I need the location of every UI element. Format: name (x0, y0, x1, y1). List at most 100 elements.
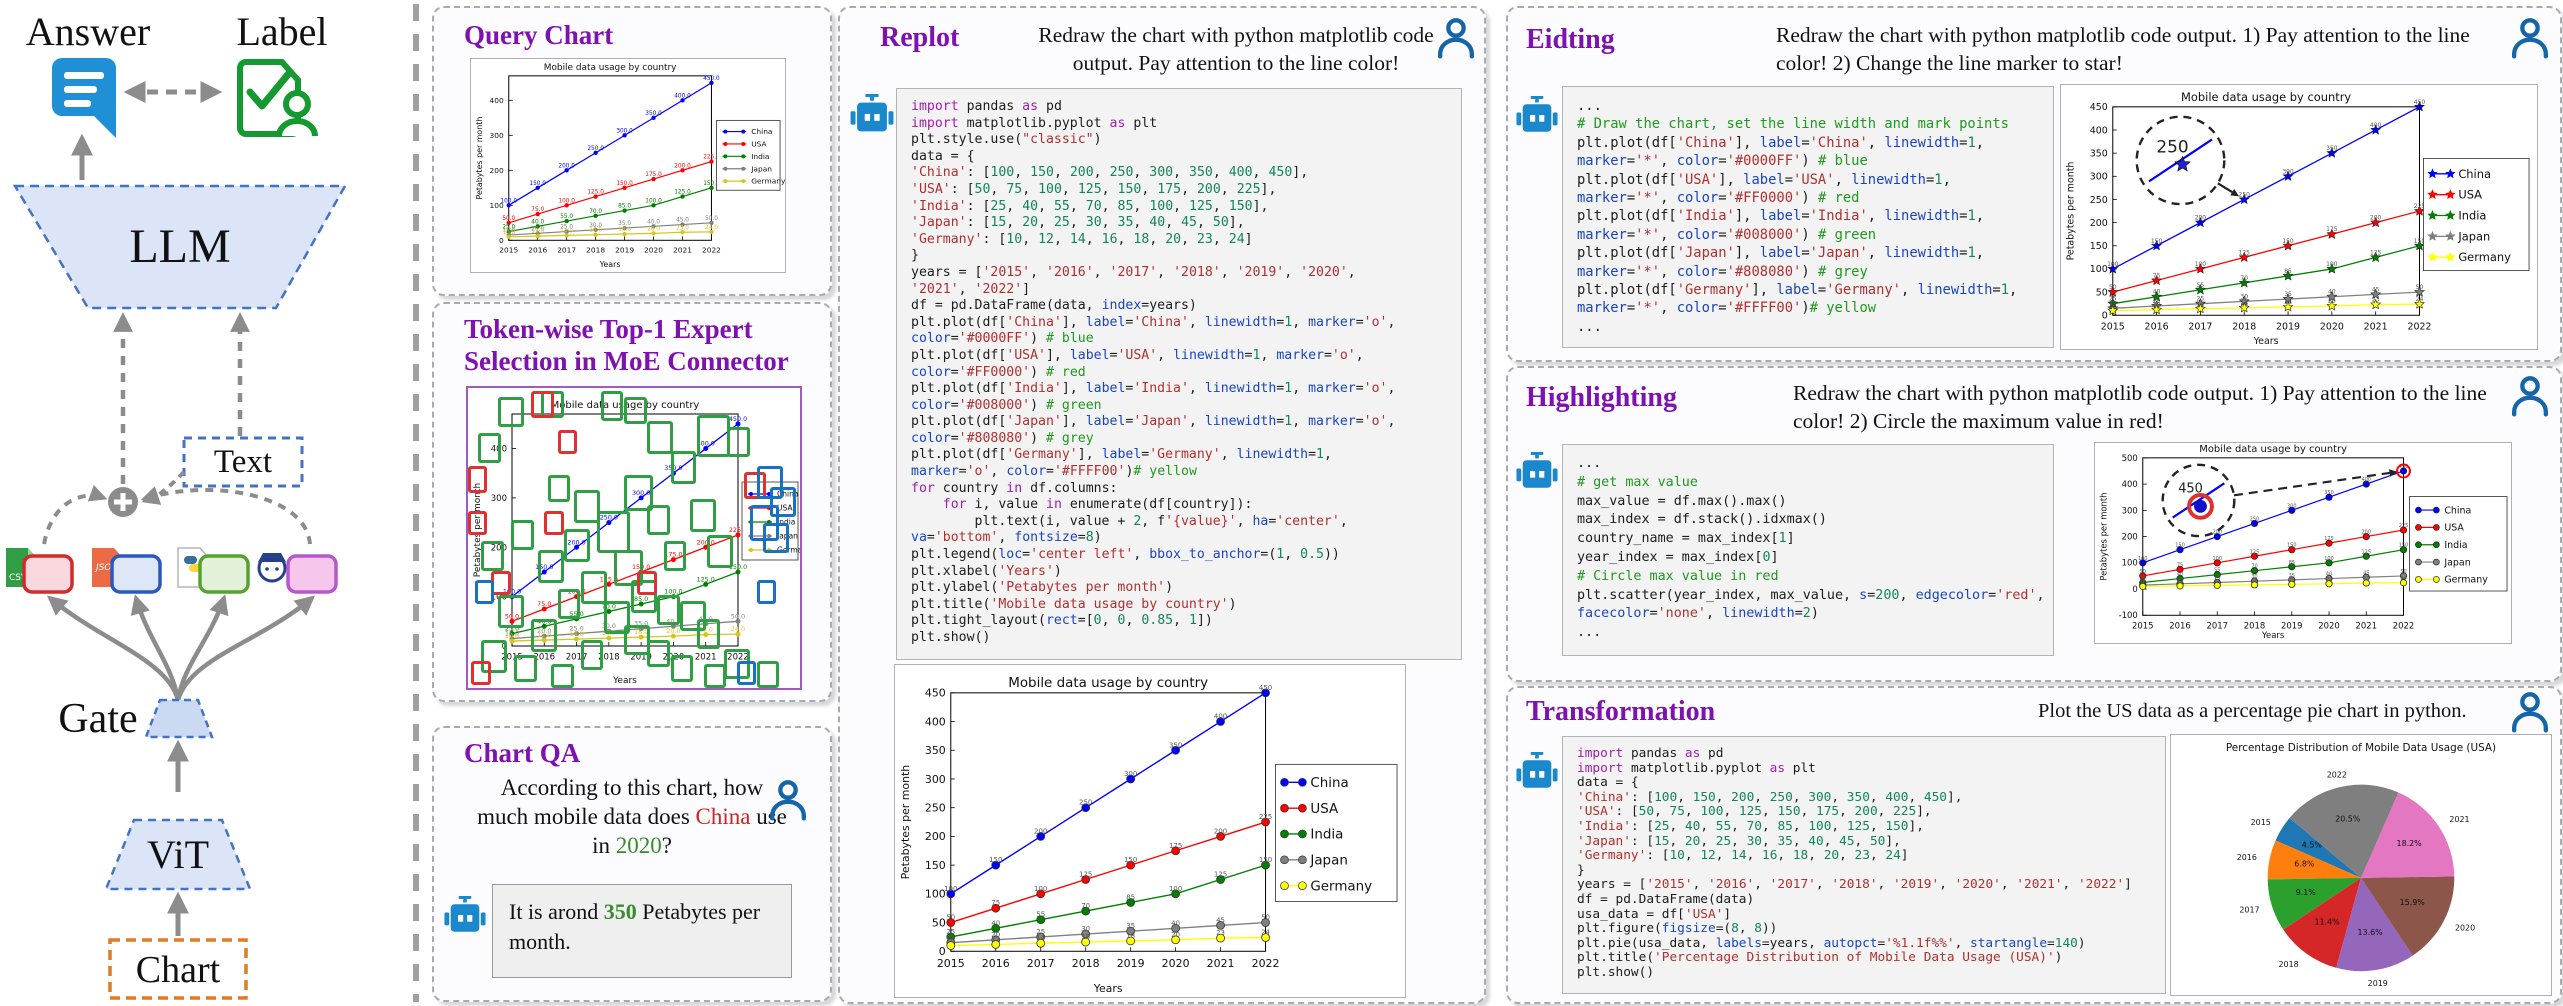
svg-text:Years: Years (2261, 630, 2284, 640)
svg-text:100.0: 100.0 (503, 588, 521, 596)
code-line: for country in df.columns: (911, 480, 1118, 496)
svg-text:400: 400 (2362, 477, 2371, 483)
expert-selection-box-g (624, 475, 654, 511)
svg-text:175.0: 175.0 (645, 172, 662, 178)
svg-text:150: 150 (2175, 543, 2184, 549)
svg-text:50: 50 (2140, 569, 2146, 575)
transformation-title: Transformation (1526, 696, 1716, 727)
svg-text:200: 200 (2122, 532, 2138, 542)
zoom-callout: 250 (2135, 115, 2240, 206)
expert-selection-box-b (770, 487, 797, 517)
svg-text:India: India (1310, 828, 1343, 843)
svg-text:12: 12 (991, 935, 1000, 943)
panel-transformation: Transformation Plot the US data as a per… (1506, 686, 2562, 1004)
svg-text:250: 250 (2090, 195, 2108, 206)
svg-text:45: 45 (1216, 916, 1225, 924)
query-chart: 0 100 200 300 400 2015 2016 2017 2018 2019 2020 202… (471, 59, 785, 272)
expert-selection-box-r (743, 472, 767, 499)
svg-text:400: 400 (2090, 125, 2108, 136)
svg-text:2019: 2019 (615, 246, 634, 255)
text-segment: ? (661, 832, 672, 858)
chart-legend: China USA India Japan Germany (1275, 763, 1398, 903)
svg-text:30.0: 30.0 (589, 223, 602, 229)
svg-text:250: 250 (2250, 516, 2259, 522)
svg-text:200: 200 (490, 166, 504, 175)
code-line: import pandas as pd (911, 99, 1062, 114)
svg-text:2018: 2018 (586, 246, 605, 255)
svg-text:350: 350 (2090, 148, 2108, 159)
expert-selection-box-b (736, 661, 757, 685)
svg-text:75: 75 (2153, 273, 2161, 280)
expert-selection-box-g (624, 397, 647, 424)
svg-text:14: 14 (2197, 301, 2205, 308)
svg-text:15: 15 (2140, 578, 2146, 584)
robot-icon (442, 896, 488, 940)
chart-input-label: Chart (136, 949, 221, 991)
code-line: data = { (911, 148, 975, 164)
svg-text:45: 45 (2372, 286, 2380, 293)
code-line: plt.title('Percentage Distribution of Mo… (1577, 950, 2063, 966)
code-line: marker='o', color='#FFFF00')# yellow (911, 464, 1197, 480)
svg-text:24.0: 24.0 (731, 625, 745, 633)
transformation-code-block: import pandas as pd import matplotlib.pyp… (1562, 736, 2166, 994)
expert-selection-box-r (468, 466, 488, 493)
highlighting-output-figure: -100 0 100 200 300 400 500 2015 2016 2017 2018 2019… (2094, 442, 2512, 644)
svg-text:55: 55 (2197, 282, 2205, 289)
text-segment: 2020 (615, 832, 662, 858)
svg-text:2021: 2021 (695, 653, 717, 663)
code-line: plt.plot(df['China'], label='China', lin… (1577, 134, 1985, 151)
svg-text:2018: 2018 (1072, 957, 1100, 970)
code-line: country_name = max_index[1] (1577, 531, 1795, 547)
code-line: data = { (1577, 775, 1639, 791)
svg-text:300: 300 (2287, 503, 2296, 509)
svg-text:2017: 2017 (566, 653, 588, 663)
svg-text:125: 125 (1214, 871, 1227, 879)
svg-text:50.0: 50.0 (705, 216, 718, 222)
svg-text:250.0: 250.0 (600, 514, 618, 522)
expert-selection-box-g (531, 619, 557, 652)
panel-chart-qa: Chart QA According to this chart, how mu… (432, 726, 832, 1002)
panel-highlighting: Highlighting Redraw the chart with pytho… (1506, 366, 2562, 682)
svg-text:70: 70 (1081, 902, 1090, 910)
code-line: ... (1577, 625, 1602, 641)
svg-text:300: 300 (1124, 770, 1137, 778)
expert-selection-box-g (647, 421, 674, 454)
svg-text:2017: 2017 (1027, 957, 1055, 970)
svg-text:2019: 2019 (1117, 957, 1145, 970)
code-line: plt.scatter(year_index, max_value, s=200… (1577, 587, 2045, 603)
code-line: plt.tight_layout(rect=[0, 0, 0.85, 1]) (911, 613, 1213, 629)
highlighting-output-chart: -100 0 100 200 300 400 500 2015 2016 2017 2018 2019… (2095, 443, 2511, 643)
svg-text:200.0: 200.0 (558, 163, 575, 169)
svg-text:45.0: 45.0 (676, 218, 689, 224)
code-line: 'India': [25, 40, 55, 70, 85, 100, 125, … (1577, 818, 1924, 834)
svg-text:China: China (2444, 505, 2471, 516)
svg-text:30.0: 30.0 (602, 622, 616, 630)
svg-text:225: 225 (2399, 523, 2408, 529)
expert-selection-box-g (557, 589, 581, 619)
svg-text:30: 30 (2251, 574, 2257, 580)
answer-label: Answer (26, 9, 150, 54)
svg-text:USA: USA (2458, 188, 2482, 202)
svg-text:2018: 2018 (2232, 322, 2256, 333)
label-label: Label (236, 9, 327, 54)
svg-text:12.0: 12.0 (537, 631, 551, 639)
svg-text:150.0: 150.0 (703, 181, 720, 187)
svg-text:Years: Years (2253, 336, 2279, 347)
code-line: # Circle max value in red (1577, 568, 1779, 584)
svg-text:40: 40 (2177, 572, 2183, 578)
svg-text:JSO: JSO (94, 563, 111, 573)
code-line: plt.plot(df['India'], label='India', lin… (1577, 208, 1985, 225)
expert-selection-box-g (547, 475, 571, 502)
svg-text:25: 25 (946, 928, 955, 936)
moe-annotated-chart-figure: 0 100 200 300 400 2015 2016 2017 2018 2019 2020 202… (466, 386, 802, 690)
expert-token-json: JSO (92, 548, 162, 594)
expert-selection-box-g (597, 511, 631, 553)
expert-selection-box-r (471, 661, 491, 685)
svg-text:150.0: 150.0 (529, 181, 546, 187)
svg-text:Years: Years (599, 260, 621, 269)
svg-text:125: 125 (2370, 249, 2382, 256)
code-line: color='#008000') # green (911, 397, 1102, 413)
svg-text:25: 25 (2109, 296, 2117, 303)
svg-text:2021: 2021 (673, 246, 692, 255)
svg-text:200: 200 (2213, 530, 2222, 536)
